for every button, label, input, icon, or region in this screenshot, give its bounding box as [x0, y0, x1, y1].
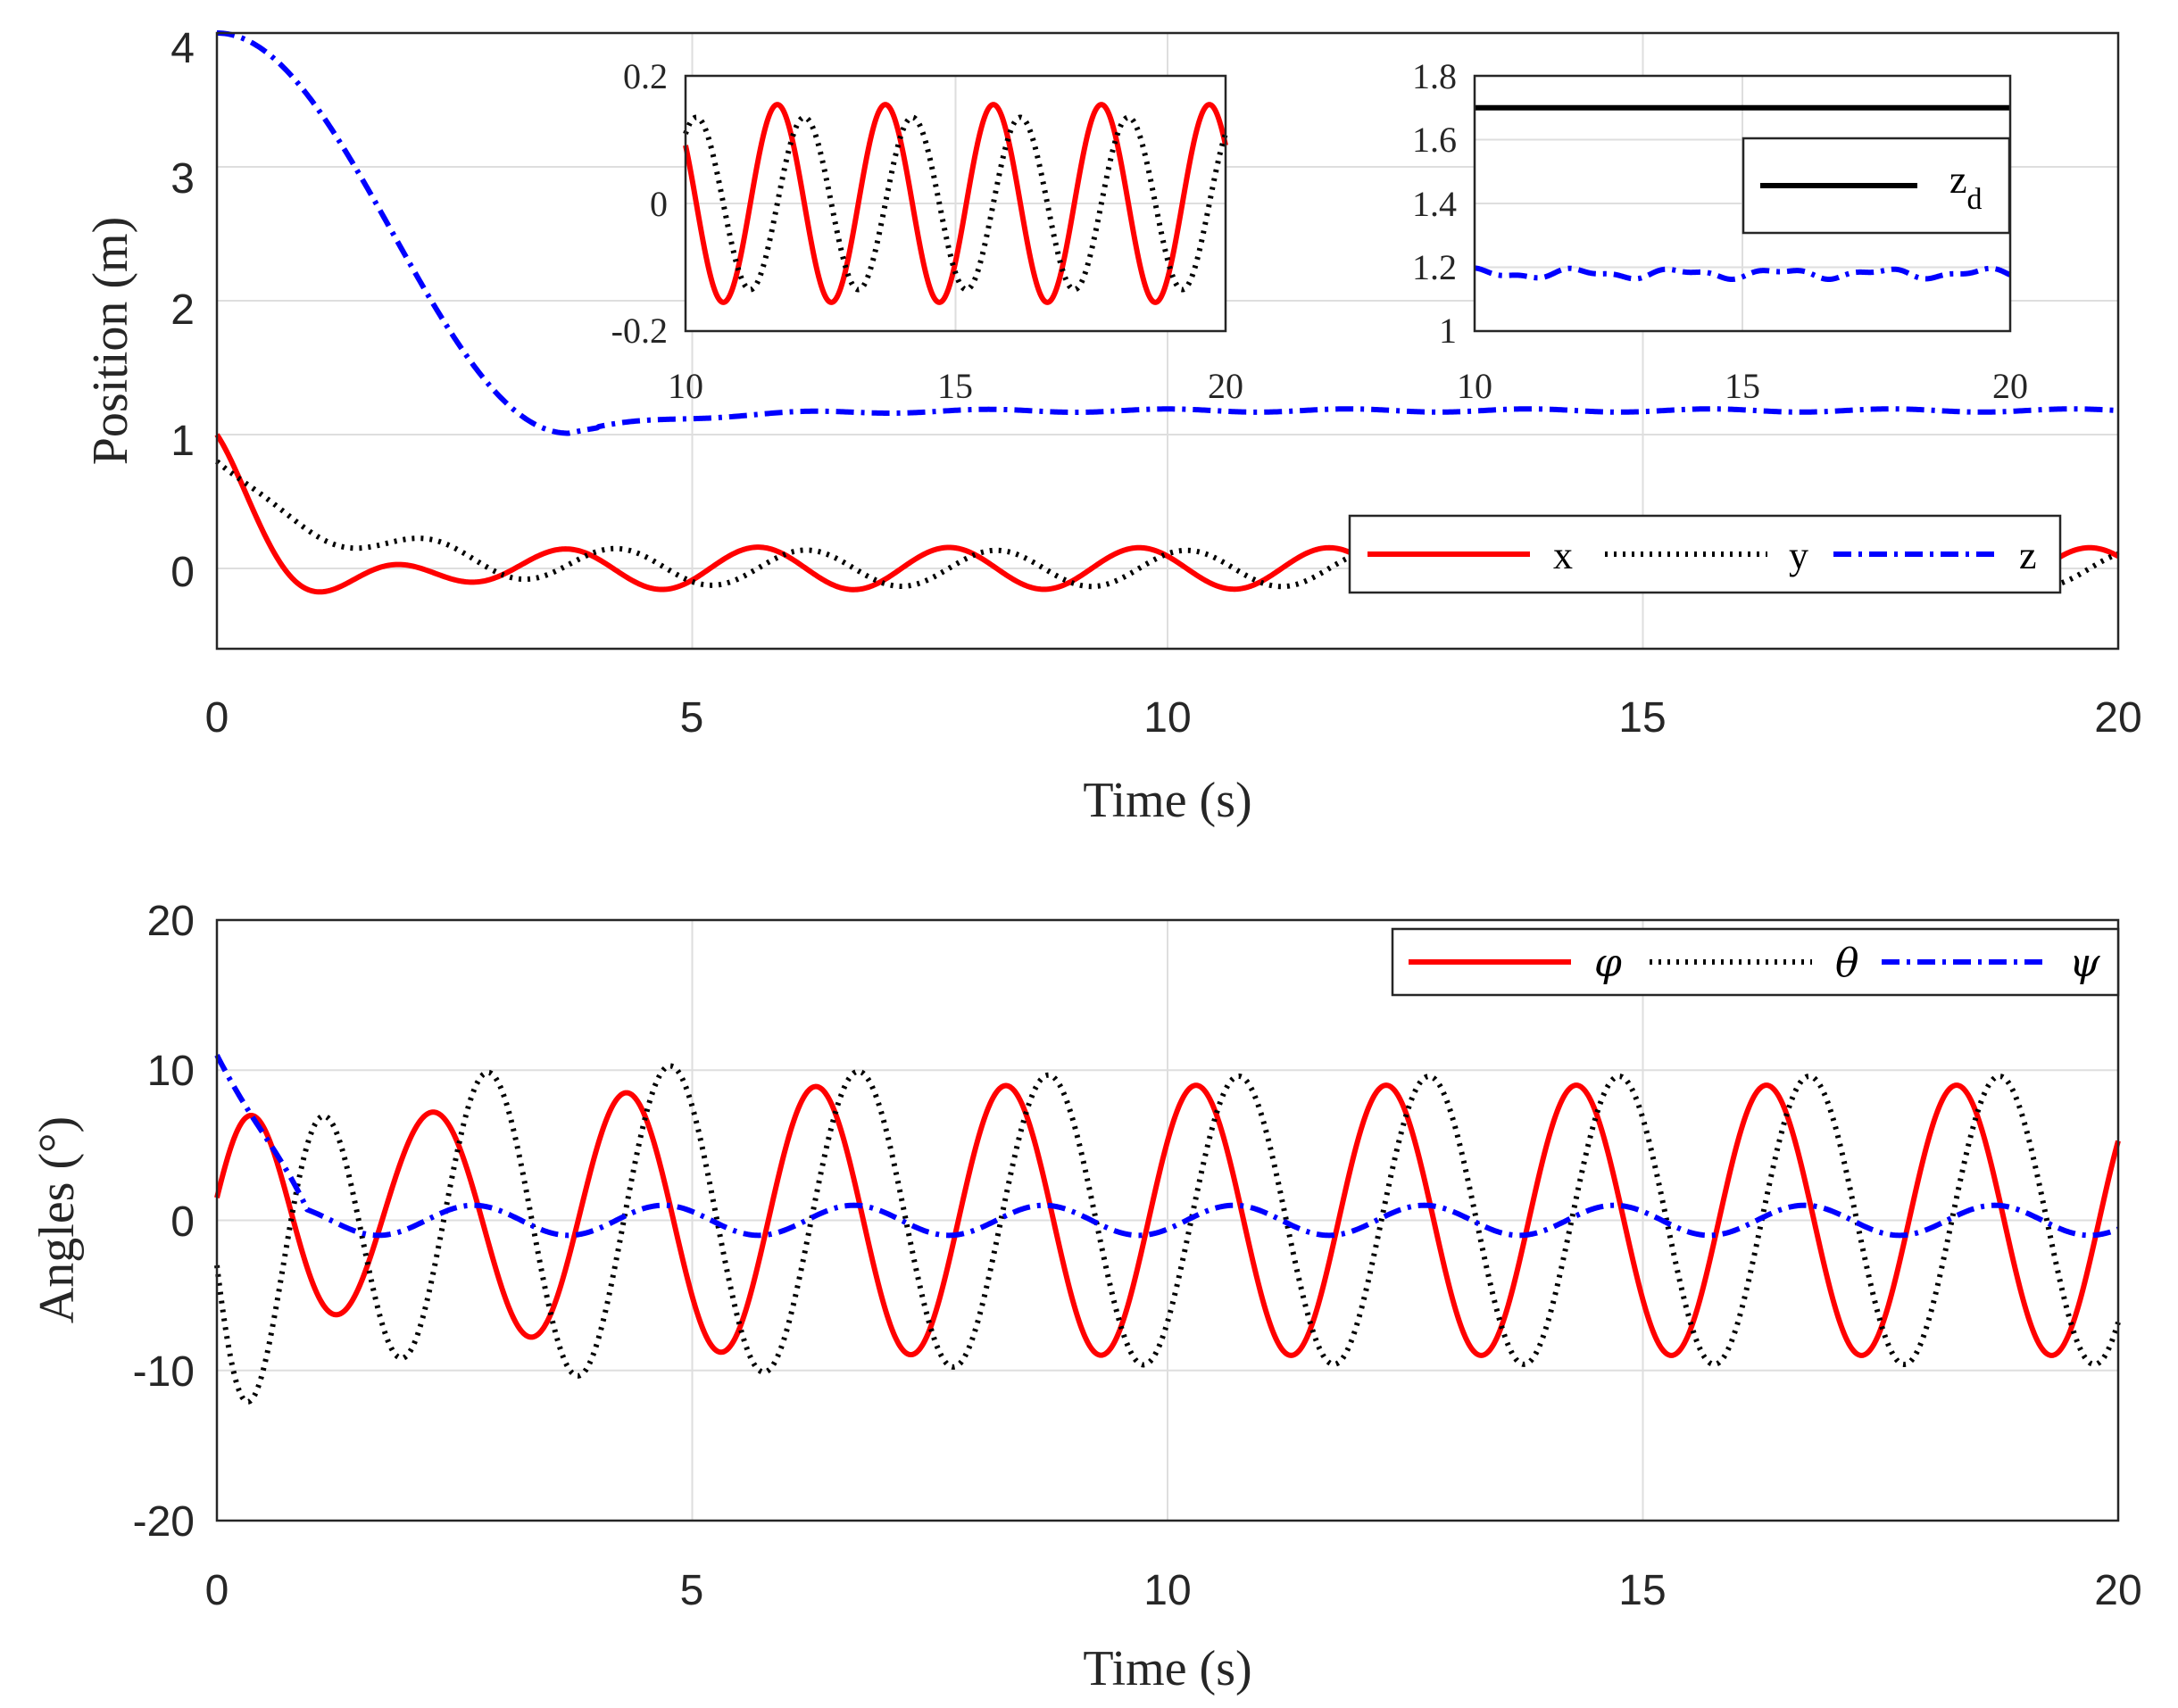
position-xtick: 0: [205, 694, 229, 742]
angles-xtick: 5: [680, 1567, 704, 1614]
inset-z-ytick: 1.6: [1412, 120, 1457, 160]
angles-plot: -20 -10 0 10 20 0 5 10 15 20 Time (s) An…: [29, 898, 2142, 1696]
z-series-line: [215, 30, 2120, 436]
inset-xy-ytick: 0: [650, 184, 668, 224]
position-xtick: 20: [2094, 694, 2141, 742]
inset-z-xtick: 20: [1992, 366, 2028, 406]
inset-xy: -0.2 0 0.2 10 15 20: [611, 56, 1243, 406]
angles-ytick: -20: [133, 1498, 195, 1546]
position-ytick: 0: [170, 549, 195, 596]
legend-y-label: y: [1789, 534, 1808, 577]
inset-z-ytick: 1.8: [1412, 56, 1457, 96]
inset-z: 1 1.2 1.4 1.6 1.8 10 15 20 zd: [1412, 56, 2028, 406]
angles-legend: φ θ ψ: [1391, 927, 2120, 997]
position-axes-box: [215, 31, 2120, 651]
position-xlabel: Time (s): [1083, 773, 1251, 828]
angles-xtick: 20: [2094, 1567, 2141, 1614]
position-plot: 0 1 2 3 4 0 5 10 15 20 Time (s) Position…: [83, 25, 2142, 828]
inset-xy-xtick: 10: [668, 366, 703, 406]
angles-xtick: 10: [1143, 1567, 1191, 1614]
legend-zd-label: zd: [1949, 158, 1983, 216]
position-xtick: 5: [680, 694, 704, 742]
angles-ylabel: Angles (°): [29, 1116, 85, 1323]
legend-psi-label: ψ: [2069, 941, 2100, 986]
inset-z-xtick: 10: [1457, 366, 1492, 406]
position-xtick: 15: [1618, 694, 1666, 742]
angles-ytick: 10: [147, 1048, 195, 1095]
position-ytick: 3: [170, 155, 195, 203]
inset-xy-ytick: -0.2: [611, 311, 668, 351]
inset-y-line: [683, 114, 1228, 293]
position-ytick: 1: [170, 418, 195, 465]
inset-z-ytick: 1: [1439, 311, 1457, 351]
position-ylabel: Position (m): [83, 217, 138, 465]
inset-z-ytick: 1.4: [1412, 184, 1457, 224]
psi-series-line: [214, 1054, 2120, 1239]
phi-series-line: [214, 1082, 2121, 1358]
position-xtick: 10: [1143, 694, 1191, 742]
angles-ytick: 0: [170, 1198, 195, 1246]
angles-ytick: -10: [133, 1348, 195, 1396]
inset-xy-ytick: 0.2: [623, 56, 668, 96]
angles-xlabel: Time (s): [1083, 1641, 1251, 1696]
inset-x-line: [683, 102, 1228, 305]
angles-series: [214, 1054, 2121, 1405]
angles-axes-box: [215, 918, 2120, 1522]
inset-z-series: [1472, 104, 2013, 283]
inset-z-xtick: 15: [1725, 366, 1760, 406]
position-ytick: 2: [170, 286, 195, 334]
inset-xy-xtick: 15: [937, 366, 973, 406]
legend-phi-label: φ: [1594, 941, 1622, 986]
inset-z-line: [1472, 265, 2013, 283]
position-ytick: 4: [170, 25, 195, 72]
position-legend: x y z: [1348, 514, 2062, 594]
legend-z-label: z: [2019, 534, 2037, 577]
legend-x-label: x: [1553, 534, 1573, 577]
angles-xtick: 0: [205, 1567, 229, 1614]
angles-xtick: 15: [1618, 1567, 1666, 1614]
inset-z-ytick: 1.2: [1412, 247, 1457, 287]
inset-xy-xtick: 20: [1208, 366, 1243, 406]
inset-xy-series: [683, 102, 1228, 305]
angles-grid: [217, 920, 2118, 1521]
angles-ytick: 20: [147, 898, 195, 945]
legend-theta-label: θ: [1835, 941, 1859, 986]
inset-xy-box: [684, 74, 1227, 333]
